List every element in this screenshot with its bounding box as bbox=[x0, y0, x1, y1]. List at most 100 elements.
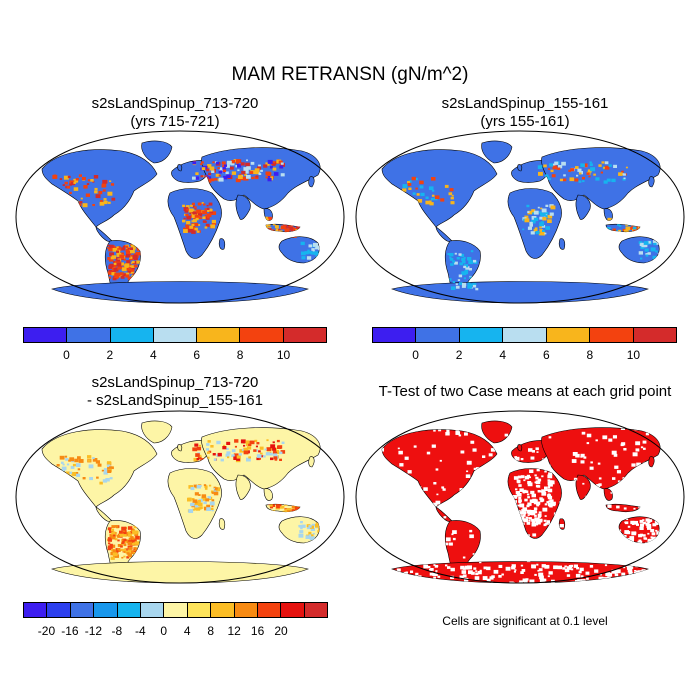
landmass-greenland bbox=[481, 420, 513, 444]
colorbar-swatch bbox=[283, 328, 326, 342]
colorbar-swatch bbox=[546, 328, 591, 342]
colorbar-swatch bbox=[240, 328, 284, 342]
map-border bbox=[355, 410, 685, 584]
colorbar-case1 bbox=[23, 327, 327, 343]
panel-3-title: s2sLandSpinup_713-720 - s2sLandSpinup_15… bbox=[20, 374, 330, 410]
colorbar-tick-label: 16 bbox=[250, 624, 265, 638]
colorbar-swatch bbox=[24, 603, 48, 617]
colorbar-swatch bbox=[117, 603, 141, 617]
landmass-central-america bbox=[95, 226, 113, 243]
gridcell-overlay bbox=[52, 159, 321, 282]
colorbar-tick-label: 4 bbox=[183, 624, 191, 638]
colorbar-tick-label: 12 bbox=[227, 624, 241, 638]
panel-3-title-line2: - s2sLandSpinup_155-161 bbox=[87, 392, 263, 409]
landmass-antarctica bbox=[391, 281, 649, 304]
panel-2-title-line1: s2sLandSpinup_155-161 bbox=[441, 95, 609, 112]
landmass-central-america bbox=[95, 506, 113, 523]
landmass-india bbox=[575, 474, 591, 500]
colorbar-swatch bbox=[373, 328, 417, 342]
colorbar-tick-label: -4 bbox=[134, 624, 146, 638]
colorbar-tick-label: -16 bbox=[61, 624, 79, 638]
colorbar-tick-label: 2 bbox=[106, 348, 114, 362]
panel-1-title-line2: (yrs 715-721) bbox=[130, 113, 220, 130]
colorbar-swatch bbox=[110, 328, 154, 342]
colorbar-case2 bbox=[372, 327, 677, 343]
colorbar-tick-label: 8 bbox=[236, 348, 244, 362]
landmass-india bbox=[575, 194, 591, 220]
panel-2-title-line2: (yrs 155-161) bbox=[480, 113, 570, 130]
colorbar-case1-labels: 0 2 4 6 8 10 bbox=[23, 348, 327, 364]
colorbar-tick-label: 2 bbox=[455, 348, 463, 362]
colorbar-tick-label: -20 bbox=[37, 624, 56, 638]
landmass-uk bbox=[177, 444, 183, 452]
colorbar-tick-label: 6 bbox=[193, 348, 201, 362]
landmass-greenland bbox=[141, 140, 173, 164]
colorbar-swatch bbox=[304, 603, 328, 617]
colorbar-swatch bbox=[140, 603, 165, 617]
landmass-north-america bbox=[41, 149, 158, 228]
colorbar-tick-label: 0 bbox=[412, 348, 419, 362]
landmass-north-america bbox=[381, 149, 498, 228]
landmass-india bbox=[235, 194, 251, 220]
landmass-madagascar bbox=[218, 238, 226, 250]
landmass-uk bbox=[517, 164, 523, 172]
colorbar-difference-labels: -20 -16 -12 -8 -4 0 4 8 12 16 20 bbox=[23, 624, 328, 640]
panel-4-title: T-Test of two Case means at each grid po… bbox=[355, 383, 695, 401]
colorbar-case2-labels: 0 2 4 6 8 10 bbox=[372, 348, 677, 364]
colorbar-swatch bbox=[153, 328, 198, 342]
panel-1-title: s2sLandSpinup_713-720 (yrs 715-721) bbox=[20, 95, 330, 131]
colorbar-swatch bbox=[281, 603, 305, 617]
landmass-japan bbox=[308, 176, 315, 188]
map-panel-case2 bbox=[355, 130, 685, 304]
significance-note: Cells are significant at 0.1 level bbox=[442, 614, 608, 628]
map-border bbox=[15, 410, 345, 584]
colorbar-swatch bbox=[633, 328, 676, 342]
colorbar-swatch bbox=[416, 328, 460, 342]
colorbar-swatch bbox=[257, 603, 282, 617]
map-panel-case1 bbox=[15, 130, 345, 304]
colorbar-swatch bbox=[197, 328, 241, 342]
landmass-uk bbox=[517, 444, 523, 452]
colorbar-swatch bbox=[187, 603, 212, 617]
landmass-japan bbox=[308, 456, 315, 468]
colorbar-tick-label: 8 bbox=[207, 624, 215, 638]
colorbar-tick-label: 10 bbox=[276, 348, 291, 362]
landmass-japan bbox=[648, 456, 655, 468]
colorbar-swatch bbox=[67, 328, 111, 342]
colorbar-swatch bbox=[590, 328, 634, 342]
colorbar-tick-label: 0 bbox=[63, 348, 70, 362]
colorbar-tick-label: 8 bbox=[586, 348, 594, 362]
map-panel-difference bbox=[15, 410, 345, 584]
landmass-central-america bbox=[435, 226, 453, 243]
landmass-japan bbox=[648, 176, 655, 188]
colorbar-swatch bbox=[211, 603, 235, 617]
landmass-antarctica bbox=[51, 561, 309, 584]
panel-1-title-line1: s2sLandSpinup_713-720 bbox=[91, 95, 259, 112]
colorbar-tick-label: 6 bbox=[542, 348, 550, 362]
landmass-uk bbox=[177, 164, 183, 172]
colorbar-tick-label: -12 bbox=[84, 624, 103, 638]
landmass-central-america bbox=[435, 506, 453, 523]
map-panel-ttest bbox=[355, 410, 685, 584]
panel-4-title-line1: T-Test of two Case means at each grid po… bbox=[378, 383, 672, 400]
panel-2-title: s2sLandSpinup_155-161 (yrs 155-161) bbox=[370, 95, 680, 131]
colorbar-swatch bbox=[234, 603, 258, 617]
colorbar-swatch bbox=[47, 603, 71, 617]
landmass-greenland bbox=[481, 140, 513, 164]
colorbar-swatch bbox=[164, 603, 188, 617]
colorbar-difference bbox=[23, 602, 328, 618]
colorbar-tick-label: 4 bbox=[149, 348, 157, 362]
colorbar-swatch bbox=[24, 328, 68, 342]
landmass-north-america bbox=[381, 429, 498, 508]
colorbar-tick-label: -8 bbox=[111, 624, 123, 638]
colorbar-tick-label: 4 bbox=[499, 348, 507, 362]
colorbar-swatch bbox=[459, 328, 504, 342]
panel-3-title-line1: s2sLandSpinup_713-720 bbox=[91, 374, 259, 391]
landmass-north-america bbox=[41, 429, 158, 508]
landmass-india bbox=[235, 474, 251, 500]
landmass-southeast-asia bbox=[603, 488, 613, 501]
landmass-africa bbox=[167, 468, 222, 539]
landmass-antarctica bbox=[51, 281, 309, 304]
colorbar-tick-label: 0 bbox=[160, 624, 168, 638]
colorbar-swatch bbox=[70, 603, 95, 617]
